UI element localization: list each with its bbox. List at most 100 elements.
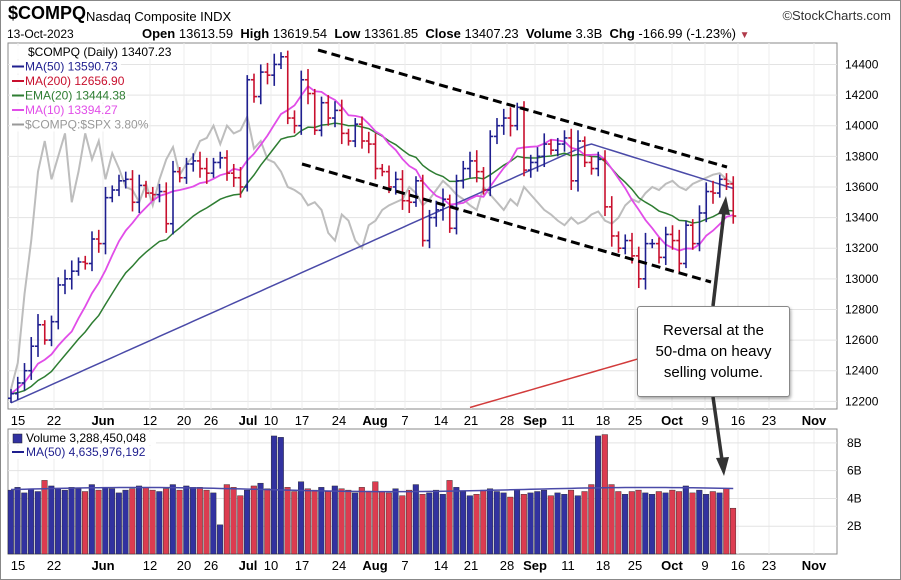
price-bar [183, 157, 190, 184]
price-bar [581, 136, 588, 168]
volume-bar [14, 487, 21, 555]
x-tick-label: 7 [401, 558, 408, 573]
x-tick-label: 12 [143, 558, 157, 573]
x-tick-label: Aug [362, 558, 387, 573]
annotation-line-2: 50-dma on heavy [655, 343, 772, 360]
price-bar [21, 363, 28, 391]
price-tick-label: 12800 [845, 302, 879, 316]
volume-bar [237, 495, 244, 555]
volume-bar [122, 489, 129, 555]
legend-label: $COMPQ:$SPX 3.80% [25, 118, 149, 132]
volume-bar [142, 487, 149, 555]
price-tick-label: 14400 [845, 57, 879, 71]
price-bar [676, 229, 683, 275]
price-bar [372, 133, 379, 180]
legend-label: MA(10) 13394.27 [25, 103, 118, 117]
volume-bar [48, 485, 55, 555]
x-tick-label: 9 [701, 558, 708, 573]
price-tick-label: 12400 [845, 364, 879, 378]
price-bar [82, 255, 89, 270]
volume-bar [399, 495, 406, 555]
x-tick-label: Jun [91, 558, 114, 573]
volume-bar [534, 491, 541, 555]
price-bar [615, 231, 622, 253]
volume-bar [642, 492, 649, 555]
price-tick-label: 12200 [845, 394, 879, 408]
price-tick-label: 13800 [845, 149, 879, 163]
price-bar [318, 96, 325, 137]
open-value: 13613.59 [178, 26, 234, 41]
x-tick-label: 22 [47, 413, 61, 428]
price-bar [170, 160, 176, 235]
price-tick-label: 13600 [845, 180, 879, 194]
volume-bar [75, 488, 82, 555]
volume-bar [385, 492, 392, 555]
annotation-box: Reversal at the 50-dma on heavy selling … [637, 306, 790, 397]
volume-bar [156, 491, 163, 555]
legend-bg [10, 432, 156, 445]
chg-label: Chg [609, 26, 635, 41]
open-label: Open [142, 26, 176, 41]
volume-bar [102, 487, 109, 555]
price-bar [392, 171, 399, 195]
legend-bg [10, 46, 171, 59]
channel-lower-line [301, 162, 712, 284]
volume-bar [703, 494, 710, 555]
price-bar [453, 174, 460, 235]
price-bar [487, 130, 494, 197]
low-value: 13361.85 [363, 26, 419, 41]
spx-ratio-layer [10, 113, 734, 390]
volume-bar [581, 491, 588, 555]
price-bar [75, 257, 82, 276]
volume-bar [129, 488, 136, 555]
volume-bar [466, 495, 473, 555]
volume-bar [541, 489, 548, 555]
price-bar [588, 156, 595, 175]
volume-bar [709, 491, 716, 555]
price-bar [480, 167, 487, 195]
volume-bar [568, 489, 575, 555]
price-bar [28, 337, 35, 380]
price-bar [264, 62, 271, 85]
price-tick-label: 13400 [845, 211, 879, 225]
volume-bar [547, 495, 554, 555]
price-bar [271, 53, 278, 86]
volume-bar [554, 492, 561, 555]
arrow-up-line [711, 211, 726, 307]
x-tick-label: 23 [762, 558, 776, 573]
price-bar [230, 163, 237, 187]
volume-bar [95, 489, 102, 555]
volume-bar [331, 485, 338, 555]
volume-tick-label: 2B [847, 519, 862, 533]
x-tick-label: 25 [628, 413, 642, 428]
price-bar [602, 150, 608, 217]
volume-bar [439, 494, 446, 555]
spx-ratio-line [10, 113, 734, 390]
volume-bar [608, 484, 615, 555]
price-bar [291, 110, 298, 134]
volume-bar [136, 485, 143, 555]
price-bar [433, 200, 440, 227]
x-tick-label: 18 [596, 558, 610, 573]
x-tick-label: 24 [332, 413, 346, 428]
volume-bar [7, 489, 14, 555]
price-tick-label: 13000 [845, 272, 879, 286]
high-label: High [240, 26, 270, 41]
volume-bar [723, 488, 730, 555]
volume-bar [325, 491, 332, 555]
price-bar [352, 118, 359, 148]
x-tick-label: 20 [177, 413, 191, 428]
index-name: Nasdaq Composite INDX [86, 9, 232, 24]
legend-bg [10, 75, 128, 88]
moving-averages [10, 84, 734, 409]
price-bar [467, 151, 473, 178]
price-bar [494, 118, 500, 145]
price-bar [41, 320, 48, 345]
x-tick-label: Sep [523, 413, 547, 428]
volume-bar [588, 484, 595, 555]
price-bar [109, 185, 116, 203]
stockcharts-credit: ©StockCharts.com [782, 8, 891, 23]
volume-bar [217, 524, 224, 555]
volume-bar [284, 487, 291, 555]
x-tick-label: 17 [295, 413, 309, 428]
